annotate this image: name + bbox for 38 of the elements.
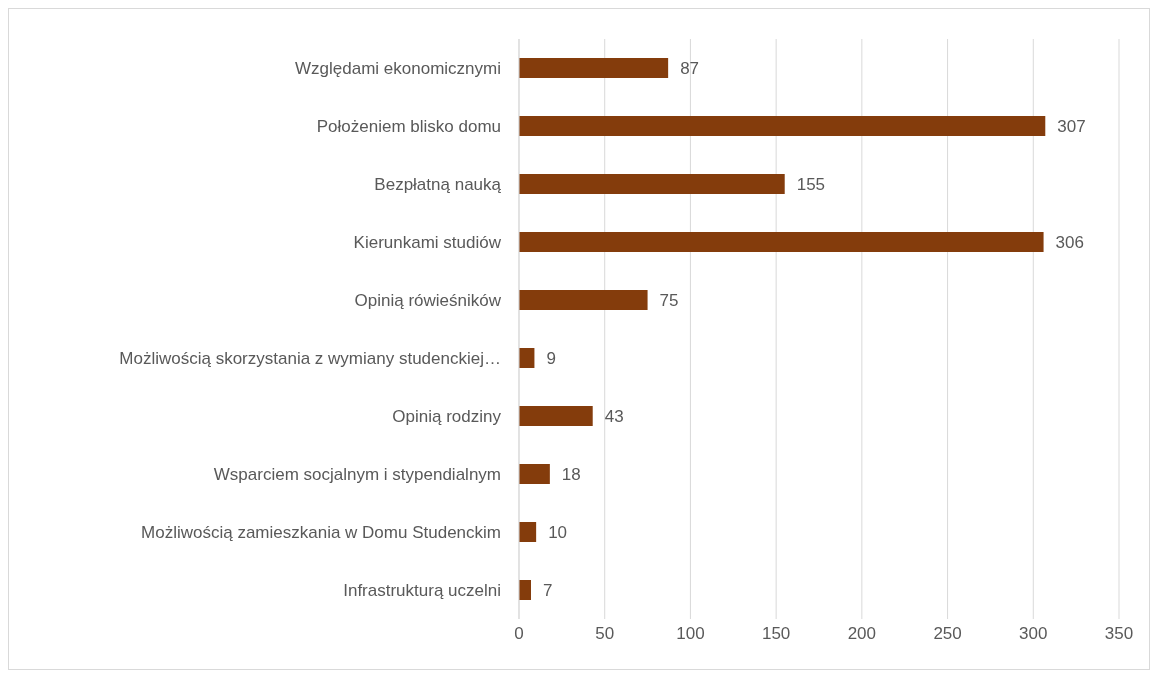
x-tick-label: 200 <box>847 624 877 644</box>
bar <box>519 174 785 194</box>
x-tick-label: 50 <box>595 624 615 644</box>
x-tick-label: 100 <box>676 624 705 644</box>
data-label: 306 <box>1055 233 1084 253</box>
y-tick-label: Wsparciem socjalnym i stypendialnym <box>213 465 501 485</box>
data-label: 10 <box>548 523 568 543</box>
y-tick-label: Możliwością zamieszkania w Domu Studenckim <box>141 523 501 543</box>
data-label: 7 <box>543 581 553 601</box>
y-tick-label: Kierunkami studiów <box>353 233 502 253</box>
data-label: 155 <box>796 175 826 195</box>
bar <box>519 232 1044 252</box>
bar <box>519 464 550 484</box>
data-label: 43 <box>604 407 624 427</box>
y-tick-label: Możliwością skorzystania z wymiany studenckiej… <box>119 349 501 369</box>
bar <box>519 58 669 78</box>
y-tick-label: Infrastrukturą uczelni <box>343 581 501 601</box>
data-label: 9 <box>546 349 556 369</box>
bar <box>519 406 593 426</box>
x-tick-label: 350 <box>1104 624 1134 644</box>
y-tick-label: Opinią rodziny <box>392 407 502 427</box>
bar <box>519 290 648 310</box>
bar <box>519 348 535 368</box>
data-label: 18 <box>561 465 581 485</box>
bar <box>519 116 1046 136</box>
x-tick-label: 150 <box>761 624 791 644</box>
y-tick-label: Położeniem blisko domu <box>316 117 501 137</box>
y-tick-label: Bezpłatną nauką <box>374 175 502 195</box>
bar <box>519 522 537 542</box>
data-label: 75 <box>659 291 679 311</box>
data-label: 87 <box>680 59 700 79</box>
x-tick-label: 300 <box>1019 624 1048 644</box>
data-label: 307 <box>1057 117 1086 137</box>
x-tick-label: 250 <box>933 624 962 644</box>
y-tick-label: Opinią rówieśników <box>354 291 502 311</box>
x-tick-label: 0 <box>514 624 524 644</box>
y-tick-label: Względami ekonomicznymi <box>295 59 501 79</box>
bar <box>519 580 531 600</box>
